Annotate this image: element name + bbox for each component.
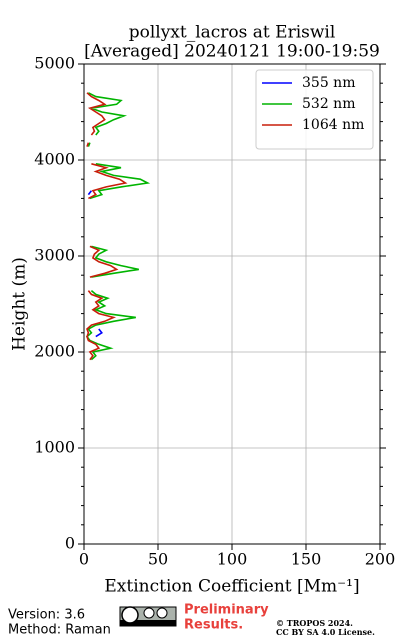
x-tick-label: 50 (148, 550, 168, 569)
y-tick-label: 1000 (34, 438, 75, 457)
x-tick-label: 0 (79, 550, 89, 569)
x-axis-label: Extinction Coefficient [Mm⁻¹] (104, 577, 359, 597)
chart-subtitle: [Averaged] 20240121 19:00-19:59 (84, 42, 380, 62)
preliminary: Preliminary (184, 603, 269, 618)
plot-frame (83, 63, 381, 545)
x-tick-label: 150 (291, 550, 322, 569)
method: Method: Raman (8, 623, 111, 638)
results: Results. (184, 618, 243, 633)
legend-box (255, 69, 374, 150)
y-axis-label: Height (m) (10, 257, 30, 351)
license: CC BY SA 4.0 License. (276, 627, 375, 637)
y-tick-label: 3000 (34, 246, 75, 265)
legend-label: 1064 nm (302, 117, 364, 133)
y-tick-label: 0 (65, 534, 75, 553)
series-line (87, 190, 103, 338)
legend-label: 532 nm (302, 96, 355, 112)
series-line (86, 92, 128, 361)
x-tick-label: 200 (365, 550, 396, 569)
legend-label: 355 nm (302, 75, 355, 91)
cc-logo (119, 606, 177, 627)
x-tick-label: 100 (217, 550, 248, 569)
chart-title: pollyxt_lacros at Eriswil (129, 23, 336, 43)
y-tick-label: 5000 (34, 54, 75, 73)
y-tick-label: 4000 (34, 150, 75, 169)
y-tick-label: 2000 (34, 342, 75, 361)
version: Version: 3.6 (8, 608, 85, 623)
series-line (85, 92, 151, 361)
copyright: © TROPOS 2024. (276, 618, 353, 628)
